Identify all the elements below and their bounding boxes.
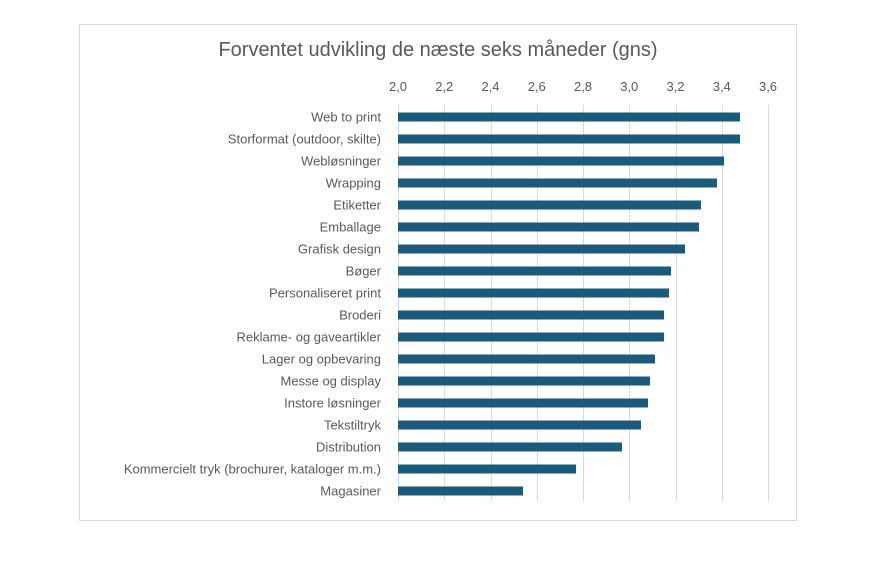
category-label: Wrapping [325, 175, 381, 191]
gridline [583, 105, 584, 501]
bar [398, 442, 623, 452]
category-label: Webløsninger [301, 153, 381, 169]
chart-title: Forventet udvikling de næste seks månede… [218, 39, 658, 61]
bar [398, 178, 718, 188]
x-tick-label: 3,2 [666, 79, 685, 94]
bar [398, 288, 669, 298]
bar [398, 200, 701, 210]
gridline [398, 105, 399, 501]
bar [398, 398, 648, 408]
category-label: Tekstiltryk [323, 417, 381, 433]
chart-area: Forventet udvikling de næste seks månede… [79, 24, 797, 521]
category-label: Instore løsninger [284, 395, 381, 411]
gridline [675, 105, 677, 501]
category-label: Emballage [319, 219, 381, 235]
x-tick-label: 3,4 [712, 79, 731, 94]
category-label: Kommercielt tryk (brochurer, kataloger m… [123, 461, 381, 477]
bar [398, 266, 671, 276]
x-tick-label: 2,6 [527, 79, 546, 94]
x-tick-label: 2,4 [481, 79, 500, 94]
gridline [444, 105, 446, 501]
category-label: Etiketter [333, 197, 381, 213]
bar [398, 222, 699, 232]
category-label: Lager og opbevaring [261, 351, 381, 367]
category-label: Reklame- og gaveartikler [236, 329, 381, 345]
bar [398, 420, 641, 430]
category-label: Storformat (outdoor, skilte) [227, 131, 381, 147]
category-label: Distribution [315, 439, 381, 455]
category-label: Magasiner [320, 483, 381, 499]
x-tick-label: 2,8 [573, 79, 593, 94]
bar [398, 112, 741, 122]
category-label: Personaliseret print [269, 285, 381, 301]
gridline [629, 105, 631, 501]
gridline [721, 105, 723, 501]
bar [398, 134, 741, 144]
bar [398, 310, 664, 320]
bar [398, 332, 664, 342]
x-tick-label: 2,2 [435, 79, 454, 94]
category-label: Messe og display [280, 373, 381, 389]
bar [398, 156, 725, 166]
x-tick-label: 3,0 [620, 79, 639, 94]
category-label: Bøger [345, 263, 381, 279]
bar [398, 244, 685, 254]
gridline [768, 105, 769, 501]
x-tick-label: 2,0 [388, 79, 408, 94]
gridline [536, 105, 538, 501]
category-label: Web to print [311, 109, 381, 125]
bar [398, 486, 523, 496]
category-label: Grafisk design [297, 241, 381, 257]
bar [398, 354, 655, 364]
bar [398, 464, 577, 474]
gridline [490, 105, 492, 501]
category-label: Broderi [339, 307, 381, 323]
x-tick-label: 3,6 [758, 79, 778, 94]
bar [398, 376, 651, 386]
